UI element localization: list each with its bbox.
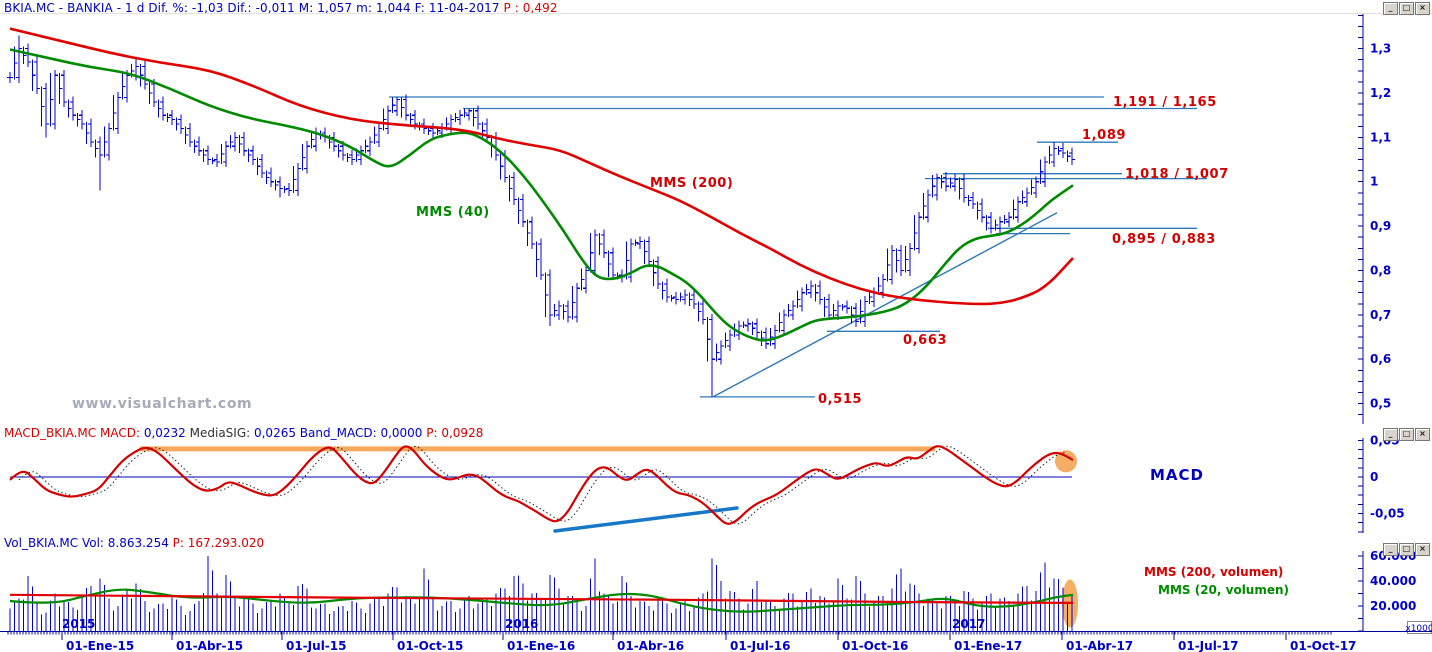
- time-tick-label: 01-Abr-17: [1066, 639, 1133, 652]
- label-segment: MACD:: [99, 426, 144, 440]
- close-icon[interactable]: ×: [1415, 543, 1430, 556]
- macd-trendline: [553, 506, 739, 533]
- axis-tick-label: 0,6: [1370, 352, 1391, 366]
- year-label: 2016: [505, 617, 538, 631]
- daily-tick-comb: [7, 631, 1332, 635]
- right-axes: 1,31,21,110,90,80,70,60,50,050-0,0560.00…: [1358, 14, 1432, 634]
- window-controls-macd: _ □ ×: [1383, 428, 1430, 441]
- time-tick-label: 01-Jul-16: [730, 639, 790, 652]
- minimize-icon[interactable]: _: [1383, 428, 1398, 441]
- level-label: 1,089: [1082, 128, 1126, 143]
- axis-tick-label: 0,8: [1370, 264, 1391, 278]
- volume-pane: 2015 2016 2017: [9, 556, 1078, 631]
- window-controls-volume: _ □ ×: [1383, 543, 1430, 556]
- title-bar: BKIA.MC - BANKIA - 1 d Dif. %: -1,03 Dif…: [4, 1, 558, 15]
- price-trendline: [712, 212, 1058, 398]
- label-segment: Band_MACD:: [299, 426, 381, 440]
- axis-tick-label: 1,1: [1370, 130, 1391, 144]
- label-segment: MACD_BKIA.MC: [4, 426, 100, 440]
- label-segment: MediaSIG:: [189, 426, 254, 440]
- minimize-icon[interactable]: _: [1383, 2, 1398, 15]
- time-tick-label: 01-Oct-16: [842, 639, 908, 652]
- close-icon[interactable]: ×: [1415, 428, 1430, 441]
- macd-pane-title: MACD: [1150, 466, 1204, 484]
- ma-label: MMS (200): [650, 176, 733, 191]
- label-segment: Vol_BKIA.MC Vol: 8.863.254: [4, 536, 173, 550]
- macd-line: [9, 445, 1074, 525]
- axis-tick-label: 1,3: [1370, 42, 1391, 56]
- level-label: 1,018 / 1,007: [1125, 167, 1229, 182]
- level-label: 0,895 / 0,883: [1112, 232, 1216, 247]
- time-axis: 01-Ene-15 01-Abr-15 01-Jul-15 01-Oct-15 01-E…: [0, 630, 1432, 652]
- time-tick-label: 01-Abr-16: [617, 639, 684, 652]
- volume-mms200-legend: MMS (200, volumen): [1144, 565, 1284, 579]
- time-tick-label: 01-Oct-15: [397, 639, 463, 652]
- price-bars: [7, 35, 1075, 397]
- time-tick-label: 01-Ene-16: [507, 639, 575, 652]
- maximize-icon[interactable]: □: [1399, 543, 1414, 556]
- time-tick-label: 01-Oct-17: [1290, 639, 1356, 652]
- volume-pane-label: Vol_BKIA.MC Vol: 8.863.254 P: 167.293.02…: [4, 536, 264, 550]
- label-segment: P : 0,492: [503, 1, 558, 15]
- macd-highlight-ellipse: [1055, 450, 1077, 473]
- axis-tick-label: 0: [1370, 470, 1378, 484]
- axis-tick-label: 0,9: [1370, 219, 1391, 233]
- window-controls-main: _ □ ×: [1383, 2, 1430, 15]
- time-tick-label: 01-Abr-15: [176, 639, 243, 652]
- label-segment: 0,0265: [253, 426, 300, 440]
- titlebar-separator: [0, 13, 1432, 14]
- axis-tick-label: -0,05: [1370, 507, 1405, 521]
- axis-tick-label: 0,7: [1370, 308, 1391, 322]
- time-tick-label: 01-Ene-15: [66, 639, 134, 652]
- mms200-line: [9, 27, 1074, 306]
- volume-mms200-line: [9, 593, 1074, 604]
- volume-mms20-legend: MMS (20, volumen): [1158, 583, 1290, 597]
- macd-pane: [9, 445, 1077, 533]
- label-segment: P: 167.293.020: [172, 536, 265, 550]
- axis-tick-label: 1: [1370, 175, 1378, 189]
- axis-tick-label: 1,2: [1370, 86, 1391, 100]
- axis-tick-label: 20.000: [1370, 599, 1416, 613]
- macd-pane-label: MACD_BKIA.MC MACD: 0,0232 MediaSIG: 0,02…: [4, 426, 483, 440]
- level-label: 1,191 / 1,165: [1113, 95, 1217, 110]
- macd-signal-line: [18, 445, 1067, 525]
- visualchart-watermark: www.visualchart.com: [72, 396, 253, 412]
- year-label: 2015: [62, 617, 95, 631]
- maximize-icon[interactable]: □: [1399, 2, 1414, 15]
- axis-tick-label: 0,5: [1370, 397, 1391, 411]
- label-segment: BKIA.MC - BANKIA - 1 d Dif. %: -1,03 Dif…: [4, 1, 504, 15]
- x1000-label: x1000: [1405, 624, 1432, 634]
- label-segment: 0,0000: [380, 426, 427, 440]
- time-tick-label: 01-Ene-17: [954, 639, 1022, 652]
- time-tick-label: 01-Jul-17: [1178, 639, 1238, 652]
- axis-tick-label: 40.000: [1370, 574, 1416, 588]
- label-segment: 0,0232: [143, 426, 190, 440]
- level-label: 0,515: [818, 392, 862, 407]
- maximize-icon[interactable]: □: [1399, 428, 1414, 441]
- close-icon[interactable]: ×: [1415, 2, 1430, 15]
- ma-label: MMS (40): [416, 205, 490, 220]
- mms40-line: [9, 48, 1074, 342]
- level-label: 0,663: [903, 333, 947, 348]
- label-segment: P: 0,0928: [426, 426, 484, 440]
- volume-bars: [9, 556, 1073, 631]
- minimize-icon[interactable]: _: [1383, 543, 1398, 556]
- time-tick-label: 01-Jul-15: [286, 639, 346, 652]
- price-pane: MMS (200) MMS (40) 1,191 / 1,165 1,089 1,018…: [7, 27, 1229, 407]
